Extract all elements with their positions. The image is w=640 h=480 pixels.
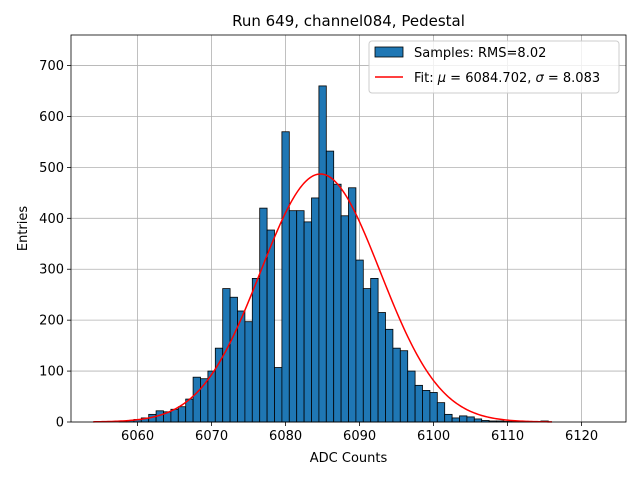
histogram-bar (473, 418, 483, 423)
histogram-bar (333, 183, 342, 423)
histogram-bar (288, 210, 298, 423)
legend-fit-mu-symbol: μ (437, 71, 446, 86)
histogram-bar (274, 367, 283, 423)
legend-box (368, 40, 620, 94)
fit-curve (93, 173, 553, 423)
plot-frame (70, 34, 627, 423)
histogram-bar (244, 321, 253, 423)
y-tick-label: 0 (56, 416, 64, 431)
y-tick-label: 100 (39, 365, 64, 380)
histogram-bar (348, 187, 357, 423)
histogram-bar (325, 150, 335, 423)
histogram-bar (192, 376, 201, 423)
histogram-bar (466, 416, 475, 423)
x-tick-label: 6100 (417, 429, 450, 444)
legend-fit-label: Fit: μ = 6084.702, σ = 8.083 (414, 71, 600, 86)
histogram-bar (429, 392, 438, 423)
histogram-bar (318, 85, 327, 423)
histogram-bar (459, 415, 468, 423)
histogram-bar (444, 413, 453, 423)
histogram-bar (177, 406, 187, 423)
histogram-bar (362, 288, 372, 423)
y-tick-label: 200 (39, 314, 64, 329)
histogram-bar (355, 259, 364, 423)
histogram-bars (118, 85, 549, 423)
x-tick-label: 6080 (269, 429, 302, 444)
histogram-bar (370, 278, 379, 423)
y-tick-label: 700 (39, 59, 64, 74)
chart-title: Run 649, channel084, Pedestal (232, 12, 465, 30)
y-tick-label: 400 (39, 212, 64, 227)
y-tick-label: 600 (39, 110, 64, 125)
histogram-bar (251, 278, 261, 423)
legend-fit-mu-value: = 6084.702, (446, 71, 535, 86)
histogram-bar (340, 215, 349, 423)
x-axis-label: ADC Counts (310, 451, 388, 466)
legend-fit-sigma-symbol: σ (536, 71, 545, 86)
x-tick-label: 6090 (343, 429, 376, 444)
histogram-bar (422, 390, 431, 423)
grid-lines (71, 35, 626, 423)
legend-histogram-swatch (374, 46, 404, 58)
histogram-bar (392, 347, 401, 423)
x-tick-label: 6070 (195, 429, 228, 444)
histogram-bar (237, 310, 246, 423)
x-axis-ticks: 6060 6070 6080 6090 6100 6110 6120 (121, 422, 598, 444)
histogram-bar (451, 417, 460, 423)
histogram-bar (399, 350, 409, 423)
histogram-bar (377, 312, 386, 423)
histogram-bar (266, 229, 275, 423)
histogram-bar (303, 221, 312, 423)
histogram-bar (296, 210, 305, 423)
y-tick-label: 300 (39, 263, 64, 278)
histogram-bar (436, 402, 446, 423)
histogram-bar (385, 328, 394, 423)
histogram-bar (259, 207, 268, 423)
legend: Samples: RMS=8.02 Fit: μ = 6084.702, σ =… (368, 40, 620, 94)
y-tick-label: 500 (39, 161, 64, 176)
y-axis-ticks: 0 100 200 300 400 500 600 700 (39, 59, 71, 431)
x-tick-label: 6110 (491, 429, 524, 444)
legend-fit-prefix: Fit: (414, 71, 438, 86)
legend-histogram-label: Samples: RMS=8.02 (414, 46, 546, 61)
histogram-bar (185, 398, 194, 423)
histogram-bar (229, 296, 238, 423)
x-tick-label: 6060 (121, 429, 154, 444)
histogram-bar (281, 131, 290, 423)
histogram-bar (414, 384, 423, 423)
y-axis-label: Entries (16, 206, 31, 252)
x-tick-label: 6120 (565, 429, 598, 444)
histogram-bar (311, 197, 320, 423)
histogram-bar (407, 370, 416, 423)
legend-fit-sigma-value: = 8.083 (544, 71, 600, 86)
